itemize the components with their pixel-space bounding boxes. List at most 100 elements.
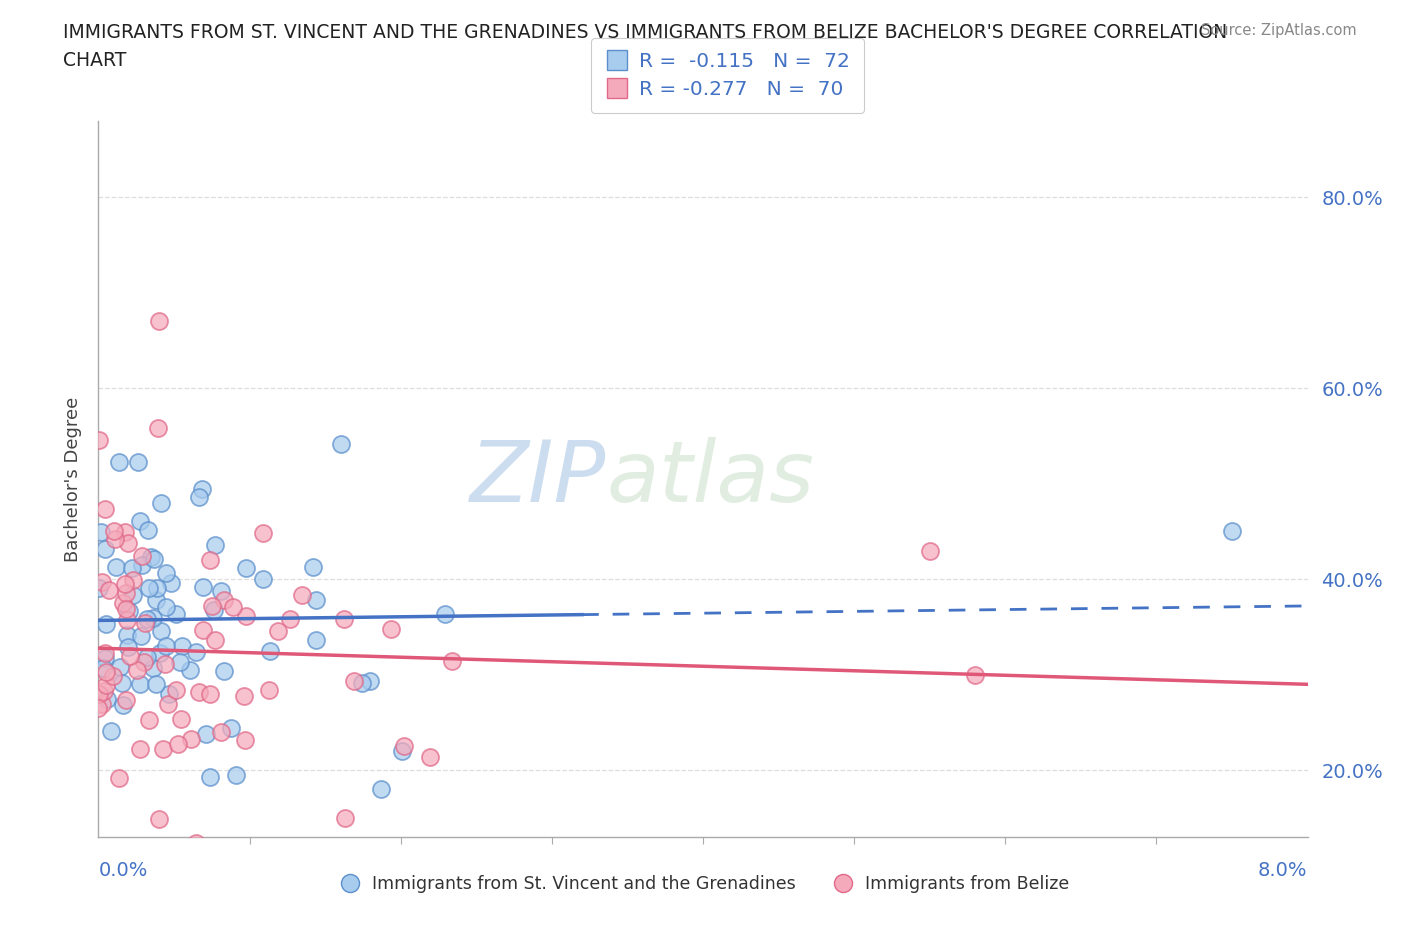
Point xyxy=(155,600,177,615)
Point xyxy=(94,645,117,660)
Point xyxy=(121,588,143,603)
Point xyxy=(94,665,117,680)
Text: 8.0%: 8.0% xyxy=(1258,861,1308,880)
Point xyxy=(146,580,169,595)
Point xyxy=(87,701,110,716)
Point xyxy=(394,738,416,753)
Point xyxy=(149,645,172,660)
Point xyxy=(111,698,134,712)
Point xyxy=(918,543,941,558)
Point xyxy=(190,481,212,496)
Point xyxy=(108,771,131,786)
Point xyxy=(115,693,138,708)
Point xyxy=(120,648,142,663)
Point xyxy=(148,314,170,329)
Point xyxy=(103,524,125,538)
Point xyxy=(111,595,134,610)
Point xyxy=(1220,524,1243,538)
Point xyxy=(89,432,111,447)
Point xyxy=(150,496,173,511)
Point xyxy=(96,692,118,707)
Point xyxy=(145,676,167,691)
Point xyxy=(184,644,207,659)
Point xyxy=(232,688,254,703)
Point xyxy=(233,733,256,748)
Point xyxy=(93,684,115,698)
Point xyxy=(118,604,141,618)
Point xyxy=(152,742,174,757)
Point xyxy=(165,606,187,621)
Point xyxy=(209,583,232,598)
Point xyxy=(93,660,115,675)
Text: 0.0%: 0.0% xyxy=(98,861,148,880)
Point xyxy=(128,514,150,529)
Point xyxy=(114,525,136,539)
Point xyxy=(117,536,139,551)
Point xyxy=(129,676,152,691)
Point xyxy=(97,583,120,598)
Point xyxy=(209,724,232,739)
Point xyxy=(170,711,193,726)
Point xyxy=(145,592,167,607)
Text: ZIP: ZIP xyxy=(470,437,606,521)
Point xyxy=(131,557,153,572)
Point xyxy=(204,632,226,647)
Point xyxy=(129,741,152,756)
Point xyxy=(111,675,134,690)
Point xyxy=(193,623,215,638)
Point xyxy=(201,599,224,614)
Point xyxy=(359,673,381,688)
Legend: Immigrants from St. Vincent and the Grenadines, Immigrants from Belize: Immigrants from St. Vincent and the Gren… xyxy=(330,868,1076,900)
Point xyxy=(94,650,117,665)
Point xyxy=(333,811,356,826)
Point xyxy=(105,560,128,575)
Point xyxy=(89,687,111,702)
Point xyxy=(134,655,156,670)
Point xyxy=(159,576,181,591)
Point xyxy=(333,612,356,627)
Point xyxy=(188,684,211,699)
Point xyxy=(134,616,156,631)
Point xyxy=(170,639,193,654)
Point xyxy=(94,617,117,631)
Point xyxy=(184,835,207,850)
Point xyxy=(291,588,314,603)
Point xyxy=(115,602,138,617)
Point xyxy=(212,592,235,607)
Point xyxy=(138,581,160,596)
Point xyxy=(146,420,169,435)
Point xyxy=(117,639,139,654)
Point xyxy=(200,687,222,702)
Point xyxy=(157,686,180,701)
Point xyxy=(155,638,177,653)
Text: Source: ZipAtlas.com: Source: ZipAtlas.com xyxy=(1201,23,1357,38)
Point xyxy=(187,489,209,504)
Point xyxy=(191,580,214,595)
Point xyxy=(204,538,226,552)
Point xyxy=(121,561,143,576)
Point xyxy=(142,661,165,676)
Point xyxy=(143,551,166,566)
Text: CHART: CHART xyxy=(63,51,127,70)
Point xyxy=(142,610,165,625)
Point xyxy=(419,749,441,764)
Point xyxy=(122,573,145,588)
Point xyxy=(125,663,148,678)
Point xyxy=(330,436,353,451)
Point xyxy=(114,577,136,591)
Y-axis label: Bachelor's Degree: Bachelor's Degree xyxy=(63,396,82,562)
Point xyxy=(115,628,138,643)
Point xyxy=(150,623,173,638)
Point xyxy=(148,811,170,826)
Point xyxy=(169,655,191,670)
Point xyxy=(305,592,328,607)
Point xyxy=(200,552,222,567)
Point xyxy=(214,663,236,678)
Point xyxy=(115,586,138,601)
Point xyxy=(131,549,153,564)
Point xyxy=(115,612,138,627)
Point xyxy=(129,629,152,644)
Point xyxy=(259,683,281,698)
Point xyxy=(180,731,202,746)
Point xyxy=(87,581,110,596)
